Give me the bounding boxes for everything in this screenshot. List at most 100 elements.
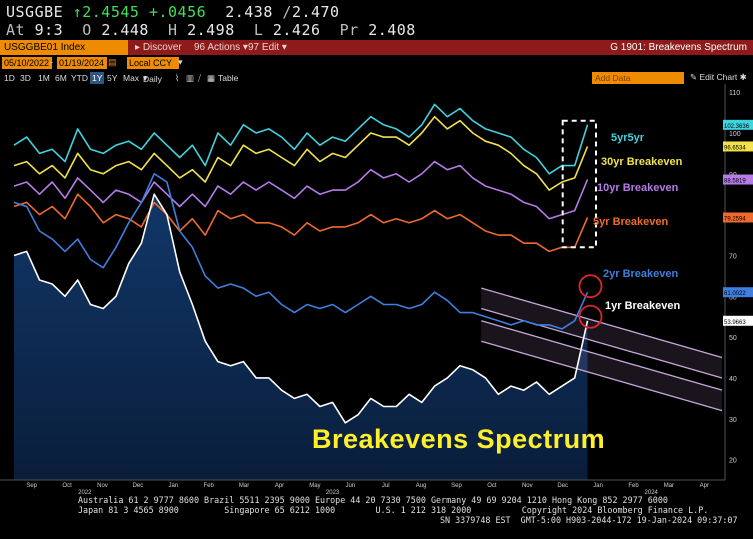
y-tick-label: 30 [729, 417, 737, 424]
series-legend: 5yr5yr 30yr Breakeven 10yr Breakeven 5yr Br… [593, 132, 683, 312]
footer-line-1: Australia 61 2 9777 8600 Brazil 5511 239… [78, 495, 668, 505]
table-icon[interactable]: ▦ [207, 73, 216, 83]
low-value: 2.426 [272, 21, 321, 39]
five-yr-five-yr-last-value-label: 102.3636 [724, 124, 750, 130]
range-1d[interactable]: 1D [4, 73, 15, 83]
quote-row-2: At 9:3 O 2.448 H 2.498 L 2.426 Pr 2.408 [6, 21, 416, 39]
quote-header: USGGBE ↑2.4545 +.0456 2.438 /2.470 At 9:… [0, 0, 753, 40]
breakevens-chart: 5yr5yr 30yr Breakeven 10yr Breakeven 5yr Br… [0, 84, 753, 495]
x-tick-label: Jul [382, 483, 390, 489]
high-label: H [168, 21, 178, 39]
settings-icon[interactable]: ✱ [739, 72, 747, 82]
x-tick-label: Oct [487, 483, 497, 489]
thirty-yr-series-line [13, 115, 589, 191]
ten-yr-last-value-label: 88.5819 [724, 179, 746, 185]
pencil-icon: ✎ [690, 72, 700, 82]
line-chart-icon[interactable]: ⌇ [175, 73, 180, 83]
ten-yr-last-value-tag [723, 174, 753, 185]
area-chart-icon[interactable]: ⧸ [198, 73, 201, 83]
y-tick-label: 70 [729, 253, 737, 260]
footer-line-3: SN 3379748 EST GMT-5:00 H903-2044-172 19… [440, 515, 738, 525]
five-yr-last-value-label: 79.2594 [724, 216, 746, 222]
table-button[interactable]: Table [218, 73, 239, 83]
lower-band-fill [481, 320, 722, 411]
x-tick-label: Jan [593, 483, 603, 489]
footer: Australia 61 2 9777 8600 Brazil 5511 239… [0, 494, 753, 539]
calendar-icon[interactable]: ▤ [108, 57, 117, 67]
last-price-value: 2.4545 [82, 3, 140, 21]
edit-number: 97 [248, 42, 262, 53]
x-year-label: 2024 [645, 490, 659, 495]
x-tick-label: Dec [557, 483, 568, 489]
one-yr-last-value-tag [723, 315, 753, 326]
actions-menu[interactable]: 96 Actions ▾ [194, 42, 248, 53]
two-yr-legend-label: 2yr Breakeven [603, 268, 679, 280]
bid-price: 2.438 [225, 3, 273, 21]
five-yr-last-value-tag [723, 212, 753, 223]
y-tick-label: 100 [729, 131, 741, 138]
x-year-label: 2022 [78, 490, 92, 495]
chevron-down-icon[interactable]: ▾ [178, 57, 183, 67]
x-tick-label: Sep [26, 483, 37, 489]
x-tick-label: Aug [416, 483, 427, 489]
bar-chart-icon[interactable]: ▥ [186, 73, 195, 83]
lower-band-top-line [481, 320, 723, 391]
highlight-box [561, 119, 597, 249]
thirty-yr-last-value-tag [723, 141, 753, 152]
x-tick-label: Nov [97, 483, 108, 489]
quote-row-1: USGGBE ↑2.4545 +.0456 2.438 /2.470 [6, 3, 340, 21]
range-max[interactable]: Max [123, 73, 140, 83]
date-separator: - [50, 57, 53, 67]
add-data-input[interactable]: Add Data [592, 72, 684, 84]
one-yr-last-value-label: 53.9663 [724, 320, 746, 326]
currency-select[interactable]: Local CCY [127, 57, 179, 69]
five-yr-five-yr-series-line [13, 103, 589, 175]
prev-value: 2.408 [368, 21, 416, 39]
x-axis: Sep Oct Nov Dec Jan Feb Mar Apr May Jun Jul Aug Sep O… [0, 479, 725, 495]
x-tick-label: Jun [345, 483, 355, 489]
range-1m[interactable]: 1M [38, 73, 50, 83]
x-tick-label: Jan [168, 483, 178, 489]
range-ytd[interactable]: YTD [71, 73, 88, 83]
two-yr-series-line [13, 173, 589, 330]
prev-label: Pr [339, 21, 359, 39]
discover-menu[interactable]: ▸ Discover [135, 42, 182, 53]
footer-line-2: Japan 81 3 4565 8900 Singapore 65 6212 1… [78, 505, 709, 515]
low-label: L [253, 21, 264, 39]
open-label: O [82, 21, 92, 39]
lower-band-bottom-line [481, 340, 723, 412]
high-value: 2.498 [187, 21, 235, 39]
range-5y[interactable]: 5Y [107, 73, 118, 83]
upper-band-fill [481, 288, 722, 378]
net-change: +.0456 [148, 3, 207, 21]
ten-yr-series-line [13, 160, 589, 220]
upper-band-top-line [481, 287, 723, 359]
end-date-input[interactable]: 01/19/2024 [57, 57, 107, 69]
x-year-label: 2023 [326, 490, 340, 495]
period-select[interactable]: Daily ▾ [143, 73, 162, 84]
range-6m[interactable]: 6M [55, 73, 67, 83]
chart-title: Breakevens Spectrum [312, 424, 605, 454]
at-label: At [6, 21, 26, 39]
five-yr-series-line [13, 193, 589, 253]
five-yr-five-yr-last-value-tag [723, 119, 753, 130]
trend-channel [481, 287, 723, 412]
y-tick-label: 40 [729, 376, 737, 383]
uptick-arrow: ↑ [72, 3, 83, 21]
y-tick-label: 20 [729, 458, 737, 465]
range-3d[interactable]: 3D [20, 73, 31, 83]
highlight-circles [578, 274, 603, 329]
x-tick-label: Apr [275, 483, 284, 489]
y-tick-label: 50 [729, 335, 737, 342]
x-tick-label: Dec [133, 483, 144, 489]
series-lines [13, 103, 589, 424]
security-ticker-field[interactable]: USGGBE01 Index [0, 40, 128, 55]
range-1y-active[interactable]: 1Y [90, 72, 105, 84]
one-yr-series-line [13, 193, 589, 424]
thirty-yr-legend-label: 30yr Breakeven [601, 156, 683, 168]
start-date-input[interactable]: 05/10/2022 [2, 57, 52, 69]
ticker-symbol: USGGBE [6, 3, 64, 21]
edit-menu[interactable]: 97 Edit ▾ [248, 42, 287, 53]
ask-price: 2.470 [291, 3, 340, 21]
two-yr-last-value-tag [723, 287, 753, 298]
